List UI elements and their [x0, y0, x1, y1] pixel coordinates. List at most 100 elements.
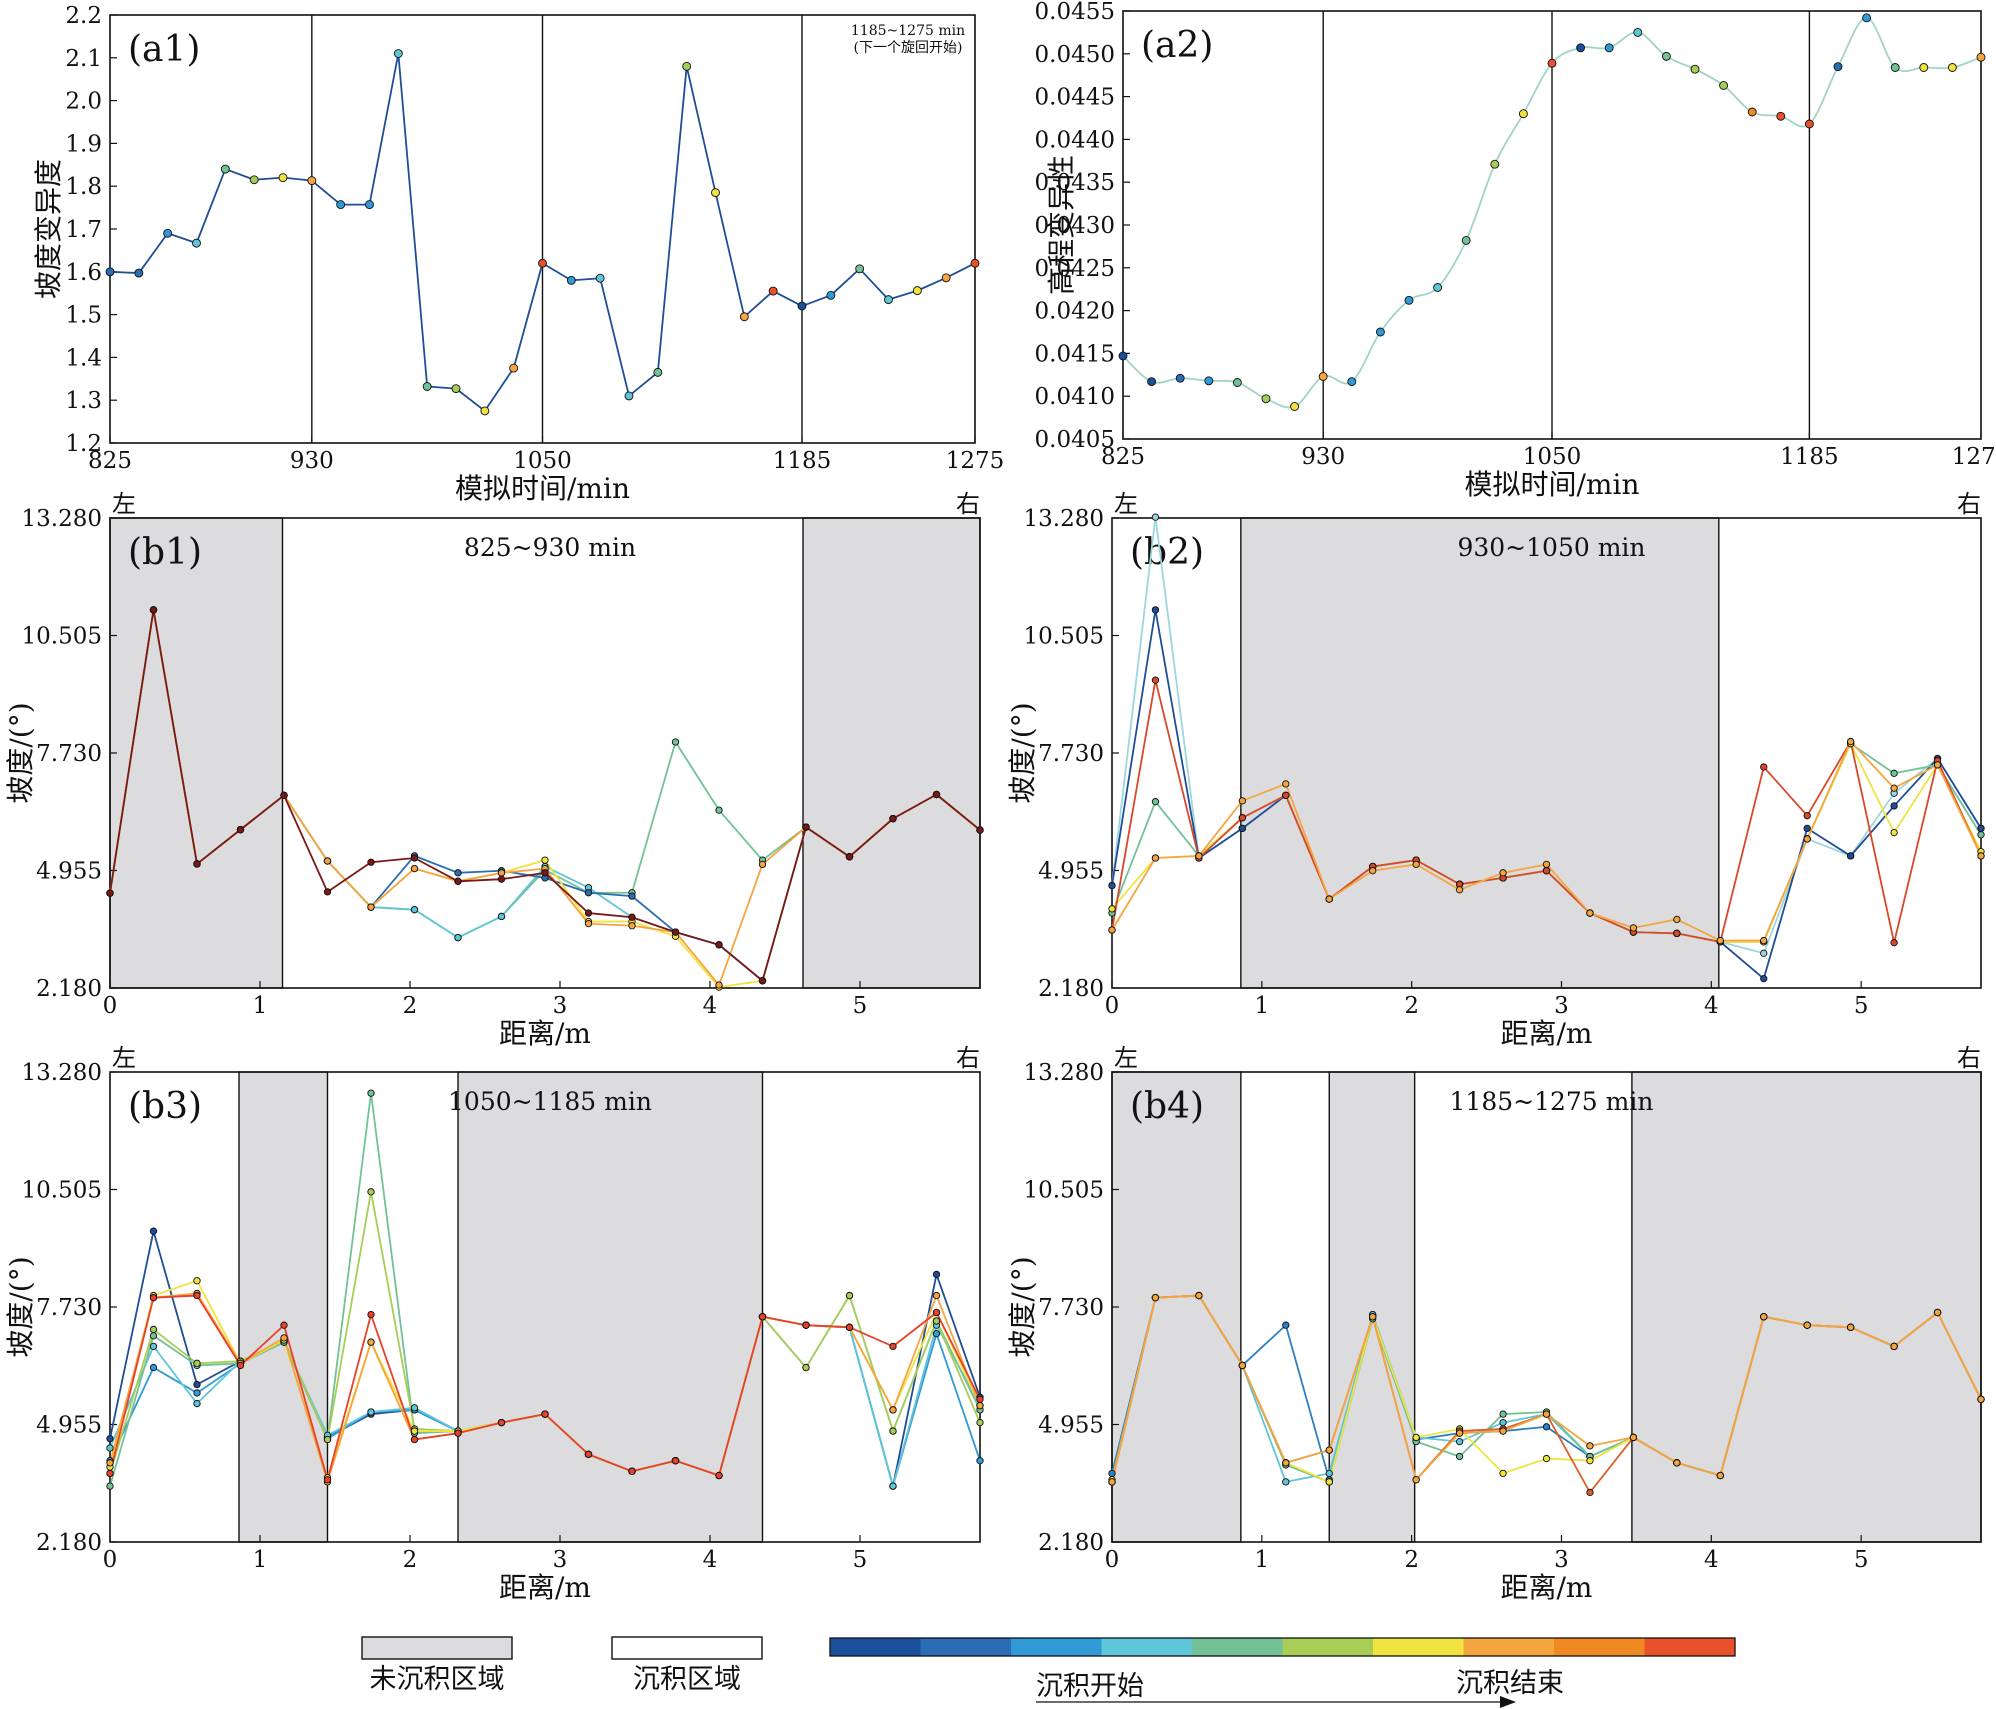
- colorbar-segment: [920, 1638, 1012, 1656]
- data-point: [976, 1395, 984, 1403]
- y-tick-label: 13.280: [1024, 506, 1104, 532]
- data-point: [1461, 235, 1471, 245]
- x-axis-title: 距离/m: [499, 1017, 591, 1050]
- y-tick-label: 2.0: [65, 89, 102, 115]
- data-point: [941, 273, 951, 283]
- colorbar-segment: [1192, 1638, 1283, 1656]
- data-point: [1282, 1321, 1290, 1329]
- data-point: [715, 806, 723, 814]
- x-tick-label: 5: [1854, 993, 1869, 1019]
- data-point: [1204, 376, 1214, 386]
- undeposited-region: [457, 1071, 764, 1543]
- x-tick-label: 2: [403, 1547, 418, 1573]
- data-point: [845, 1291, 854, 1300]
- data-point: [149, 606, 158, 614]
- right-side-label: 右: [956, 1044, 980, 1072]
- data-point: [497, 912, 506, 921]
- data-point: [1499, 869, 1507, 877]
- y-tick-label: 0.0405: [1035, 427, 1115, 453]
- x-tick-label: 1: [253, 1547, 268, 1573]
- x-tick-label: 825: [1101, 444, 1145, 470]
- data-point: [1890, 802, 1898, 810]
- data-point: [1282, 791, 1290, 799]
- y-tick-label: 1.2: [65, 431, 102, 457]
- y-tick-label: 0.0455: [1035, 0, 1115, 25]
- colorbar-segment: [1101, 1638, 1193, 1656]
- y-tick-label: 10.505: [22, 1178, 102, 1204]
- data-point: [1977, 1395, 1985, 1403]
- data-point: [1803, 1321, 1811, 1329]
- panel-label: (b4): [1130, 1086, 1204, 1127]
- colorbar-segment: [1011, 1638, 1102, 1656]
- y-tick-label: 0.0445: [1035, 85, 1115, 111]
- data-point: [1290, 402, 1300, 411]
- data-point: [932, 790, 941, 799]
- data-point: [1455, 1437, 1464, 1446]
- x-tick-label: 1275: [946, 448, 1005, 474]
- x-tick-label: 930: [290, 448, 334, 474]
- x-tick-label: 0: [1105, 1547, 1120, 1573]
- y-tick-label: 1.9: [65, 131, 102, 157]
- data-point: [454, 877, 462, 885]
- undeposited-region: [1111, 1071, 1242, 1543]
- data-point: [1690, 64, 1700, 74]
- data-point: [976, 1418, 984, 1427]
- x-tick-label: 0: [103, 993, 118, 1019]
- data-point: [711, 188, 720, 198]
- data-point: [1547, 58, 1557, 68]
- data-point: [1499, 1418, 1507, 1427]
- data-point: [163, 228, 173, 238]
- legend-arrow-head: [1500, 1696, 1516, 1708]
- data-point: [715, 981, 723, 989]
- data-point: [497, 875, 506, 883]
- data-point: [307, 176, 317, 186]
- colorbar-segment: [1282, 1638, 1374, 1656]
- data-point: [480, 406, 490, 416]
- data-point: [410, 1404, 419, 1412]
- data-point: [584, 909, 593, 917]
- data-point: [280, 1321, 288, 1329]
- data-point: [1175, 373, 1185, 383]
- data-point: [758, 860, 767, 869]
- data-point: [1490, 159, 1500, 169]
- data-point: [932, 1317, 941, 1325]
- panel-label: (b2): [1130, 532, 1204, 573]
- x-axis-title: 距离/m: [1501, 1017, 1593, 1050]
- data-point: [1499, 1427, 1507, 1435]
- data-point: [336, 200, 346, 210]
- data-point: [541, 869, 549, 877]
- y-tick-label: 2.2: [65, 3, 102, 29]
- y-tick-label: 0.0425: [1035, 256, 1115, 282]
- x-tick-label: 1: [1255, 993, 1270, 1019]
- data-point: [323, 1435, 332, 1444]
- y-tick-label: 2.180: [1038, 976, 1104, 1002]
- legend-deposited-swatch: [611, 1636, 763, 1660]
- x-tick-label: 2: [1404, 1547, 1419, 1573]
- y-tick-label: 2.1: [65, 46, 102, 72]
- data-point: [1933, 761, 1942, 769]
- panel-b1: 2.180 4.955 7.730 10.505 13.280 0 1 2 3 4 5 距离/m 坡度/…: [4, 490, 984, 1050]
- panel-b2: 2.180 4.955 7.730 10.505 13.280 0 1 2 3 4 5 距离/m 坡度/…: [1006, 490, 1985, 1050]
- data-point: [1847, 1323, 1855, 1331]
- data-point: [1282, 780, 1290, 788]
- data-point: [976, 1457, 984, 1465]
- data-point: [367, 903, 375, 911]
- data-point: [106, 1459, 114, 1467]
- colorbar-segment: [1554, 1638, 1645, 1656]
- data-point: [932, 1291, 941, 1300]
- x-tick-label: 1050: [513, 448, 572, 474]
- data-point: [367, 1089, 375, 1097]
- panel-b3: 2.180 4.955 7.730 10.505 13.280 0 1 2 3 4 5 距离/m 坡度/…: [4, 1044, 984, 1604]
- left-side-label: 左: [1114, 1044, 1138, 1072]
- data-point: [1412, 1433, 1420, 1442]
- data-point: [1673, 1459, 1681, 1467]
- undeposited-region: [109, 517, 284, 989]
- data-point: [451, 384, 461, 394]
- x-tick-label: 4: [703, 993, 718, 1019]
- data-point: [105, 267, 115, 277]
- data-point: [671, 1457, 680, 1465]
- data-point: [541, 1410, 549, 1418]
- data-point: [454, 933, 462, 942]
- data-point: [149, 1332, 158, 1340]
- y-tick-label: 7.730: [36, 741, 102, 767]
